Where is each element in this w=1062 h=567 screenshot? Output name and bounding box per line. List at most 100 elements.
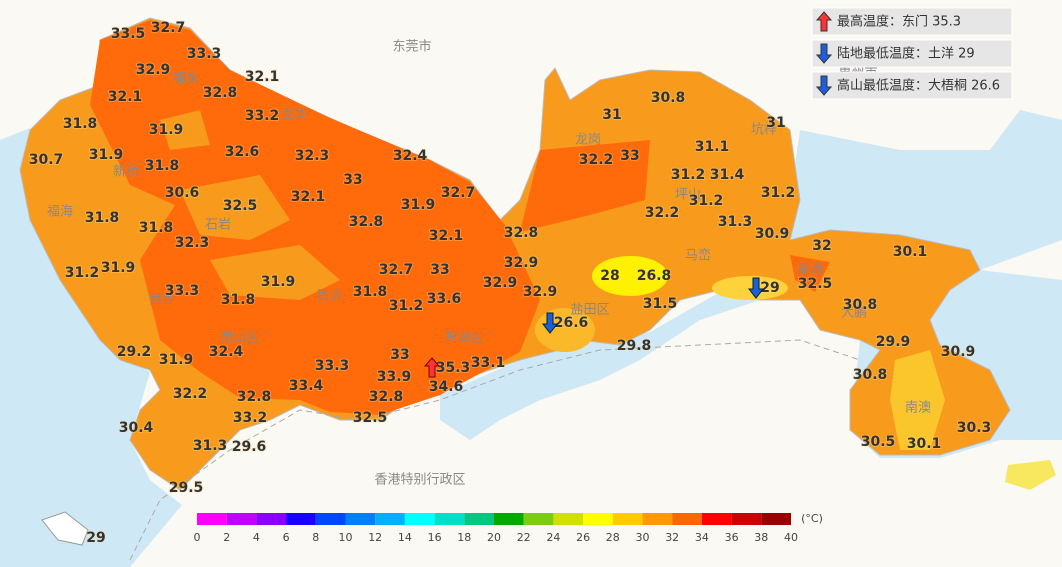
station-value: 26.8 xyxy=(637,268,672,284)
station-values: 33.5 32.733.332.9 32.132.832.133.231.8 31.9… xyxy=(28,19,993,547)
place-label: 香港特别行政区 xyxy=(374,473,465,488)
station-value: 32.7 xyxy=(441,185,476,201)
min-arrow xyxy=(747,277,765,299)
place-labels: 东莞市惠州市香港特别行政区盐田区南澳大鹏罗湖区南山区龙岗坪山福海新桥石岩民治葵涌… xyxy=(47,39,931,488)
colorbar-tick-label: 6 xyxy=(283,531,290,544)
colorbar-tick-label: 24 xyxy=(546,531,560,544)
colorbar-tick-label: 0 xyxy=(194,531,201,544)
colorbar-segment xyxy=(553,513,584,525)
station-value: 32.7 xyxy=(379,262,414,278)
station-value: 29 xyxy=(86,530,105,546)
legend-box xyxy=(811,7,1013,36)
colorbar-unit: (°C) xyxy=(801,512,823,525)
station-value: 31.9 xyxy=(401,197,436,213)
station-value: 31.9 xyxy=(261,274,296,290)
station-value: 32.3 xyxy=(175,235,210,251)
legend-box xyxy=(811,39,1013,68)
colorbar-tick-label: 28 xyxy=(606,531,620,544)
colorbar-tick-label: 10 xyxy=(339,531,353,544)
station-value: 33 xyxy=(390,347,409,363)
station-value: 29.2 xyxy=(117,344,152,360)
colorbar-tick-label: 20 xyxy=(487,531,501,544)
colorbar-tick-label: 22 xyxy=(517,531,531,544)
colorbar-tick-label: 40 xyxy=(784,531,798,544)
colorbar-tick-label: 2 xyxy=(223,531,230,544)
station-value: 29 xyxy=(760,280,779,296)
legend: 最高温度：东门 35.3 陆地最低温度：土洋 29 高山最低温度：大梧桐 26.6 xyxy=(811,7,1013,100)
station-value: 30.9 xyxy=(941,344,976,360)
station-value: 32.4 xyxy=(393,148,428,164)
station-value: 33.9 xyxy=(377,369,412,385)
colorbar-tick-label: 36 xyxy=(725,531,739,544)
station-value: 28 xyxy=(600,268,619,284)
place-label: 坑梓 xyxy=(751,123,777,138)
station-value: 30.7 xyxy=(29,152,64,168)
station-value: 30.5 xyxy=(861,434,896,450)
place-label: 葵涌 xyxy=(797,263,823,278)
colorbar-segment xyxy=(701,513,732,525)
colorbar-segment xyxy=(672,513,702,525)
place-label: 坪山 xyxy=(675,188,701,203)
station-value: 33 xyxy=(620,148,639,164)
station-value: 33.1 xyxy=(471,355,506,371)
place-label: 福永 xyxy=(173,72,199,87)
colorbar-segment xyxy=(731,513,762,525)
station-value: 32.9 xyxy=(483,275,518,291)
station-value: 31.2 xyxy=(671,167,706,183)
place-label: 南澳 xyxy=(905,400,931,416)
station-value: 32.1 xyxy=(429,228,464,244)
station-value: 29.9 xyxy=(876,334,911,350)
border xyxy=(129,339,861,561)
station-value: 32.5 xyxy=(223,198,258,214)
station-value: 31.2 xyxy=(389,298,424,314)
station-value: 32.9 xyxy=(504,255,539,271)
station-value: 30.4 xyxy=(119,420,154,436)
station-value: 33.6 xyxy=(427,291,462,307)
max-arrow xyxy=(423,357,441,378)
island xyxy=(41,511,89,546)
station-value: 31.8 xyxy=(63,116,98,132)
place-label: 龙华 xyxy=(281,108,307,123)
station-value: 30.1 xyxy=(907,436,942,452)
station-value: 31 xyxy=(766,115,785,131)
min-arrow xyxy=(541,312,559,334)
place-label: 罗湖区 xyxy=(444,331,483,346)
colorbar-segment xyxy=(197,513,227,525)
station-value: 32.2 xyxy=(173,386,208,402)
place-label: 石岩 xyxy=(205,218,231,233)
station-value: 31.8 xyxy=(139,220,174,236)
colorbar-segment xyxy=(434,513,465,525)
station-value: 32.6 xyxy=(225,144,260,160)
colorbar-tick-label: 38 xyxy=(754,531,768,544)
colorbar-segment xyxy=(494,513,524,525)
station-value: 31.3 xyxy=(718,214,753,230)
station-value: 32.1 xyxy=(245,69,280,85)
colorbar-tick-label: 14 xyxy=(398,531,412,544)
colorbar-tick-label: 26 xyxy=(576,531,590,544)
colorbar-segment xyxy=(464,513,494,525)
station-value: 31.8 xyxy=(145,158,180,174)
station-value: 31.2 xyxy=(689,193,724,209)
station-value: 31.8 xyxy=(221,292,256,308)
station-value: 32.4 xyxy=(209,344,244,360)
station-value: 31.5 xyxy=(643,296,678,312)
station-value: 32.8 xyxy=(237,389,272,405)
station-value: 33.5 xyxy=(111,26,146,42)
legend-arrow xyxy=(815,43,833,64)
colorbar-segment xyxy=(523,513,554,525)
colorbar-segment xyxy=(256,513,287,525)
colorbar: 0 2 4 6 8 10 12 14 16 18 20 22 24 26 28 30 32 34 36 38 40(°C… xyxy=(194,512,823,544)
extreme-markers xyxy=(423,277,765,378)
station-value: 31.9 xyxy=(101,260,136,276)
station-value: 34.6 xyxy=(429,379,464,395)
station-value: 33 xyxy=(343,172,362,188)
colorbar-segment xyxy=(583,513,613,525)
station-value: 33.2 xyxy=(245,108,280,124)
colorbar-segment xyxy=(642,513,673,525)
station-value: 30.8 xyxy=(843,297,878,313)
place-label: 龙岗 xyxy=(575,133,601,148)
station-value: 32.9 xyxy=(523,284,558,300)
station-value: 31.9 xyxy=(89,147,124,163)
hot-zone xyxy=(520,140,650,232)
place-label: 大鹏 xyxy=(841,306,867,321)
